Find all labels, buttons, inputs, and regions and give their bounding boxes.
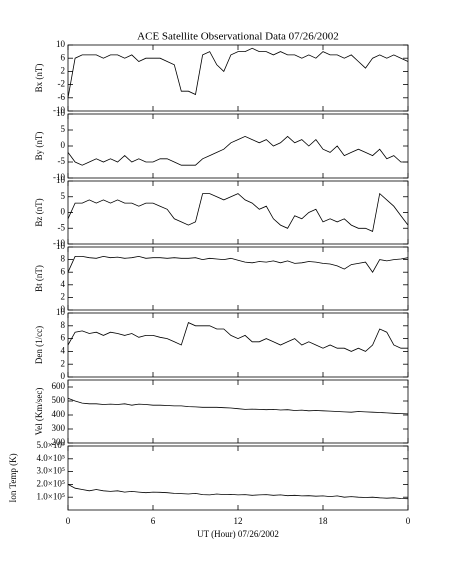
panel-frame	[67, 445, 409, 511]
y-axis-label: Den (1/cc)	[34, 326, 44, 364]
x-tick-label: 0	[406, 516, 411, 526]
y-axis-label: Bx (nT)	[34, 64, 44, 93]
panel-frame	[67, 180, 409, 245]
y-tick-label: -2	[58, 79, 66, 89]
data-line	[67, 322, 408, 352]
y-axis-label: Bt (nT)	[34, 265, 44, 292]
y-axis-label: Bz (nT)	[34, 198, 44, 226]
x-tick-label: 6	[151, 516, 156, 526]
y-tick-label: -10	[53, 172, 65, 182]
y-tick-label: 2	[61, 65, 66, 75]
y-tick-label: 8	[61, 320, 66, 330]
data-line	[67, 397, 409, 415]
panel-frame	[67, 44, 409, 112]
y-tick-label: 5	[61, 124, 66, 134]
y-tick-label: 0	[61, 304, 66, 314]
data-line	[67, 484, 409, 500]
y-axis-label: Vel (Km/sec)	[34, 388, 44, 436]
data-line	[67, 47, 409, 98]
y-tick-label: 6	[61, 52, 66, 62]
y-tick-label: 10	[56, 39, 66, 49]
y-tick-label: 4	[61, 345, 66, 355]
y-tick-label: 5.0×10⁵	[37, 440, 65, 450]
y-tick-label: 0	[61, 371, 66, 381]
y-tick-label: -6	[58, 92, 66, 102]
panel-frame	[67, 113, 409, 179]
y-tick-label: 6	[61, 333, 66, 343]
x-tick-label: 0	[66, 516, 71, 526]
y-tick-label: 300	[52, 423, 66, 433]
y-tick-label: 200	[52, 437, 66, 447]
y-tick-label: 1.0×10⁵	[37, 491, 65, 501]
y-axis-label: By (nT)	[34, 132, 44, 161]
y-tick-label: 8	[61, 254, 66, 264]
y-axis-label: Ion Temp (K)	[8, 453, 18, 502]
x-tick-label: 12	[234, 516, 243, 526]
y-tick-label: 10	[56, 175, 66, 185]
y-tick-label: 0	[61, 140, 66, 150]
chart-title: ACE Satellite Observational Data 07/26/2…	[137, 31, 339, 43]
data-line	[67, 192, 409, 232]
panel-frame	[67, 246, 409, 311]
y-tick-label: 4.0×10⁵	[37, 453, 65, 463]
y-tick-label: 5	[61, 191, 66, 201]
y-tick-label: 10	[56, 307, 66, 317]
y-tick-label: 6	[61, 266, 66, 276]
y-tick-label: 0	[61, 207, 66, 217]
y-tick-label: -10	[53, 105, 65, 115]
y-tick-label: 10	[56, 241, 66, 251]
y-tick-label: 2	[61, 358, 66, 368]
y-tick-label: 3.0×10⁵	[37, 466, 65, 476]
y-tick-label: -10	[53, 238, 65, 248]
x-tick-label: 18	[319, 516, 329, 526]
y-tick-label: 2	[61, 291, 66, 301]
y-tick-label: 400	[52, 409, 66, 419]
y-tick-label: 600	[52, 381, 66, 391]
y-tick-label: -5	[58, 156, 66, 166]
data-line	[67, 135, 408, 166]
x-axis-label: UT (Hour) 07/26/2002	[197, 529, 279, 539]
y-tick-label: -5	[58, 222, 66, 232]
data-line	[67, 255, 409, 273]
y-tick-label: 10	[56, 108, 66, 118]
panel-frame	[67, 312, 409, 378]
y-tick-label: 500	[52, 395, 66, 405]
y-tick-label: 2.0×10⁵	[37, 478, 65, 488]
y-tick-label: 4	[61, 279, 66, 289]
